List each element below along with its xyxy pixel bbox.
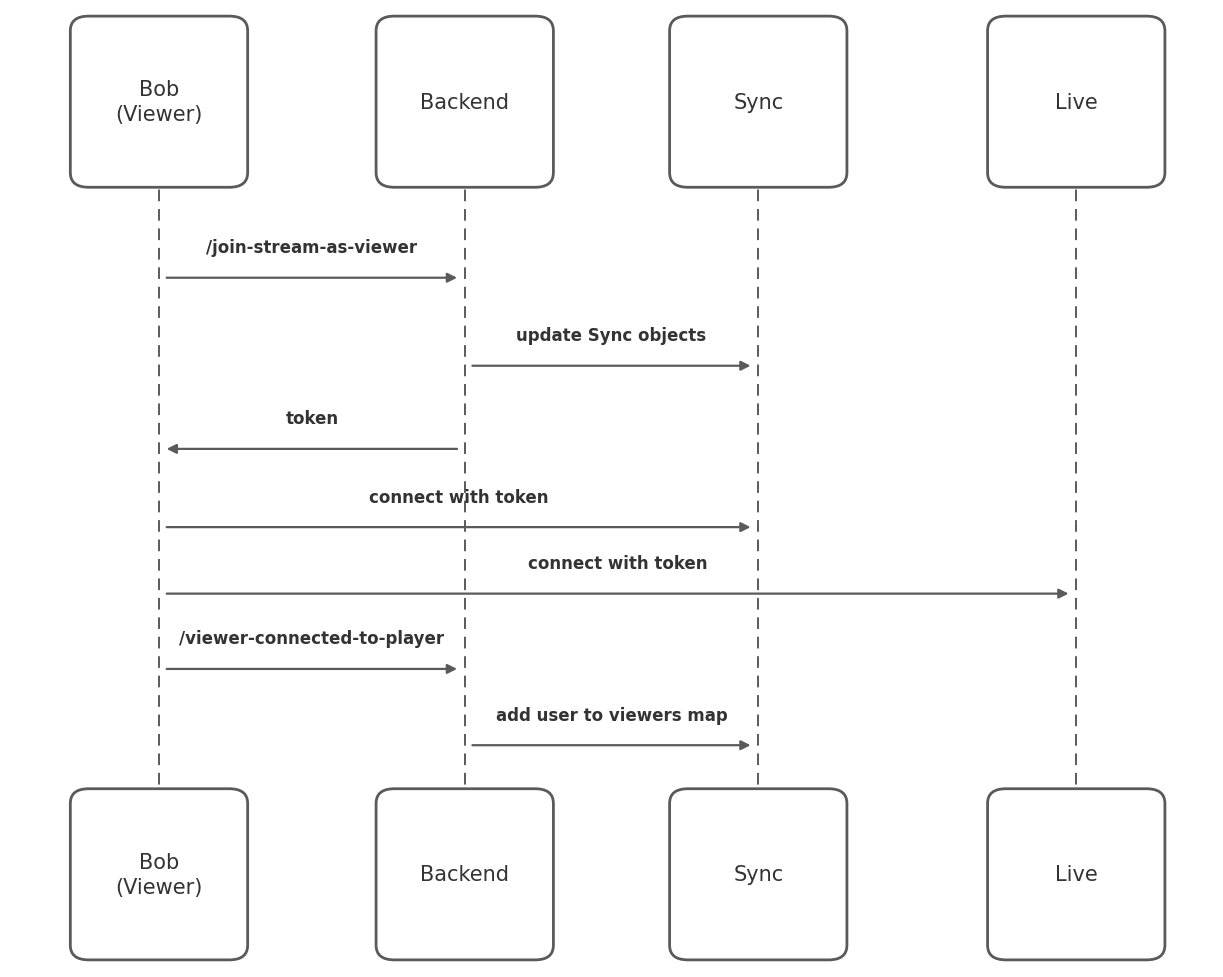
Text: Sync: Sync	[733, 865, 784, 884]
FancyBboxPatch shape	[988, 789, 1164, 959]
Text: Backend: Backend	[421, 93, 509, 112]
FancyBboxPatch shape	[988, 18, 1164, 188]
FancyBboxPatch shape	[71, 18, 248, 188]
Text: connect with token: connect with token	[528, 555, 707, 573]
FancyBboxPatch shape	[670, 18, 846, 188]
Text: add user to viewers map: add user to viewers map	[495, 706, 728, 724]
Text: /join-stream-as-viewer: /join-stream-as-viewer	[207, 239, 417, 257]
Text: Live: Live	[1055, 93, 1097, 112]
Text: /viewer-connected-to-player: /viewer-connected-to-player	[180, 630, 444, 648]
FancyBboxPatch shape	[377, 18, 553, 188]
Text: Sync: Sync	[733, 93, 784, 112]
Text: Backend: Backend	[421, 865, 509, 884]
FancyBboxPatch shape	[71, 789, 248, 959]
Text: update Sync objects: update Sync objects	[516, 327, 707, 345]
Text: Bob
(Viewer): Bob (Viewer)	[115, 852, 203, 897]
FancyBboxPatch shape	[377, 789, 553, 959]
Text: connect with token: connect with token	[369, 488, 548, 506]
Text: token: token	[285, 410, 339, 428]
Text: Bob
(Viewer): Bob (Viewer)	[115, 80, 203, 125]
Text: Live: Live	[1055, 865, 1097, 884]
FancyBboxPatch shape	[670, 789, 846, 959]
